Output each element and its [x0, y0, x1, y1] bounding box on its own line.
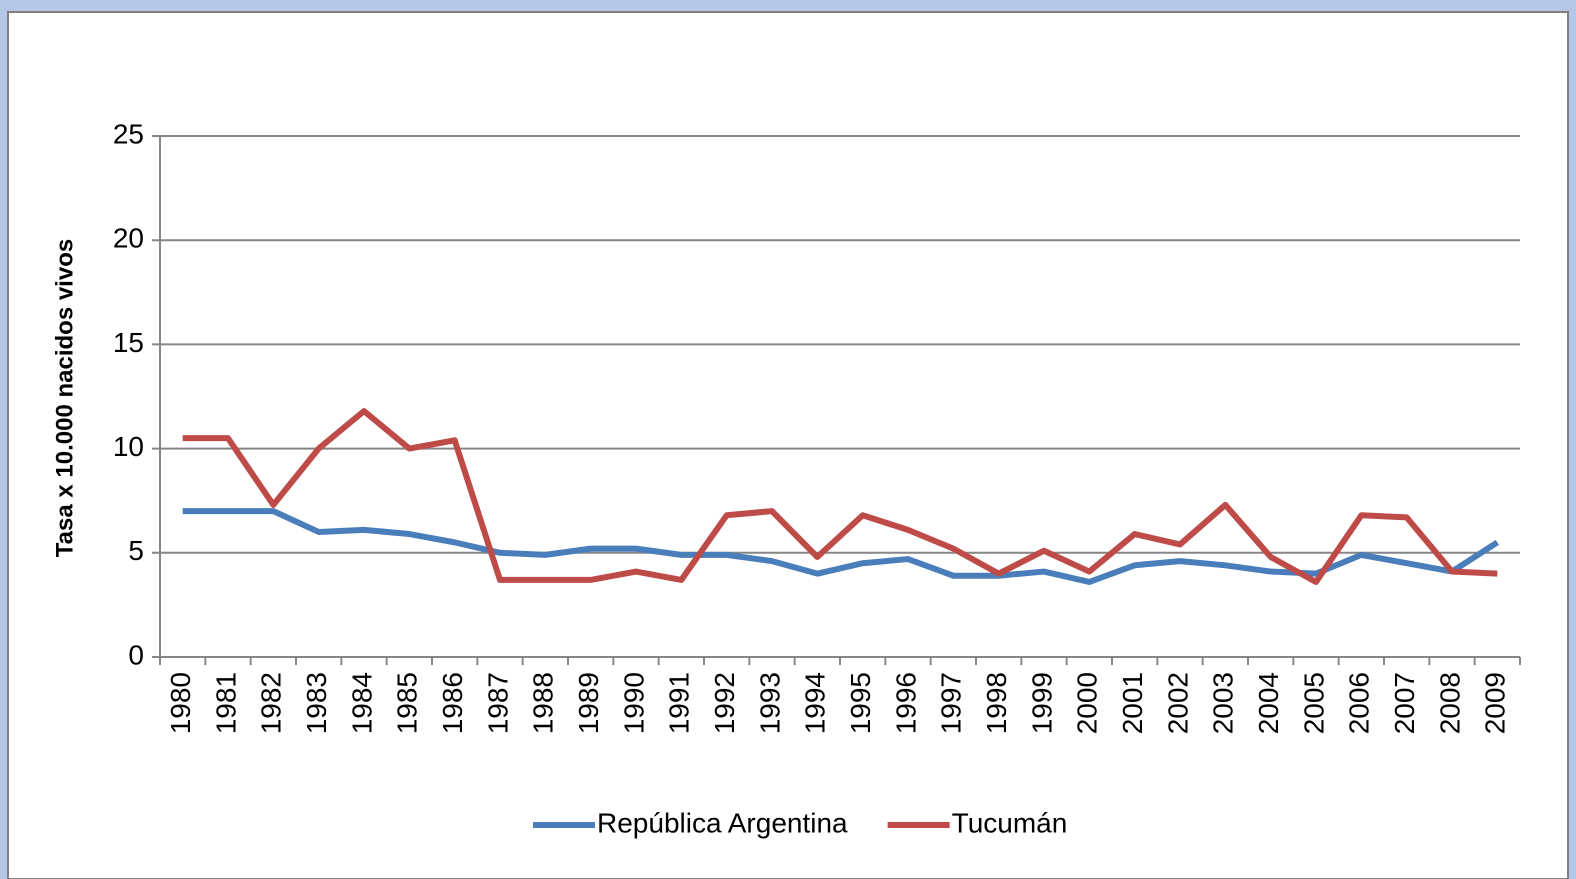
x-tick-label: 1995 — [845, 672, 876, 734]
x-tick-label: 1998 — [981, 672, 1012, 734]
y-tick-label: 10 — [113, 431, 144, 462]
x-tick-label: 2002 — [1162, 672, 1193, 734]
x-tick-label: 1981 — [210, 672, 241, 734]
x-tick-label: 2004 — [1253, 672, 1284, 734]
y-tick-label: 0 — [128, 639, 144, 670]
x-tick-label: 1992 — [709, 672, 740, 734]
x-tick-label: 2009 — [1480, 672, 1511, 734]
x-tick-label: 2001 — [1117, 672, 1148, 734]
legend-label: República Argentina — [597, 807, 848, 838]
y-axis-label: Tasa x 10.000 nacidos vivos — [51, 239, 78, 557]
x-tick-label: 2000 — [1072, 672, 1103, 734]
x-tick-label: 1987 — [482, 672, 513, 734]
legend-label: Tucumán — [952, 807, 1068, 838]
x-tick-label: 1986 — [437, 672, 468, 734]
x-tick-label: 1980 — [165, 672, 196, 734]
x-tick-label: 2006 — [1344, 672, 1375, 734]
data-line — [182, 508, 1499, 585]
x-tick-label: 2008 — [1434, 672, 1465, 734]
y-tick-label: 5 — [128, 535, 144, 566]
x-tick-label: 1985 — [392, 672, 423, 734]
y-tick-label: 15 — [113, 327, 144, 358]
x-tick-label: 1993 — [754, 672, 785, 734]
x-tick-label: 1989 — [573, 672, 604, 734]
x-tick-label: 2007 — [1389, 672, 1420, 734]
x-tick-label: 1983 — [301, 672, 332, 734]
y-tick-label: 20 — [113, 223, 144, 254]
x-tick-label: 1990 — [618, 672, 649, 734]
x-tick-label: 1994 — [800, 672, 831, 734]
x-tick-label: 1984 — [346, 672, 377, 734]
x-tick-label: 1999 — [1026, 672, 1057, 734]
x-tick-label: 1997 — [936, 672, 967, 734]
y-tick-label: 25 — [113, 118, 144, 149]
x-tick-label: 1988 — [528, 672, 559, 734]
x-tick-label: 1996 — [890, 672, 921, 734]
x-tick-label: 2003 — [1208, 672, 1239, 734]
x-tick-label: 2005 — [1298, 672, 1329, 734]
x-tick-label: 1991 — [664, 672, 695, 734]
data-line — [182, 408, 1498, 585]
x-tick-label: 1982 — [256, 672, 287, 734]
chart-panel — [7, 11, 1569, 879]
